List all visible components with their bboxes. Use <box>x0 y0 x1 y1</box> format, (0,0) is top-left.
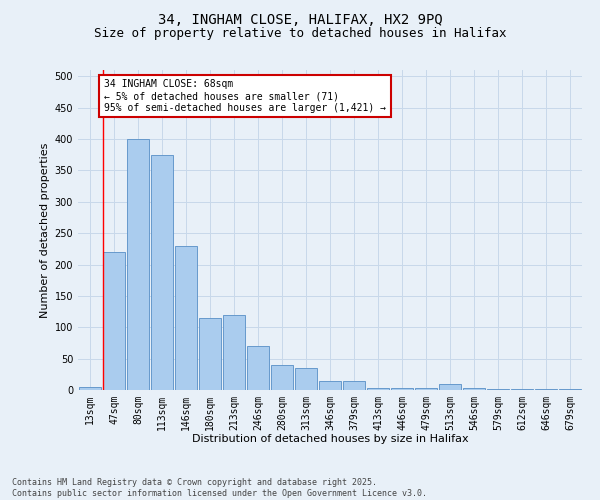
Bar <box>247 346 269 390</box>
X-axis label: Distribution of detached houses by size in Halifax: Distribution of detached houses by size … <box>191 434 469 444</box>
Bar <box>391 388 413 390</box>
Bar <box>199 318 221 390</box>
Bar <box>415 388 437 390</box>
Bar <box>343 380 365 390</box>
Bar <box>223 314 245 390</box>
Bar <box>463 388 485 390</box>
Bar <box>175 246 197 390</box>
Text: Size of property relative to detached houses in Halifax: Size of property relative to detached ho… <box>94 28 506 40</box>
Bar <box>79 387 101 390</box>
Y-axis label: Number of detached properties: Number of detached properties <box>40 142 50 318</box>
Bar <box>127 139 149 390</box>
Text: 34, INGHAM CLOSE, HALIFAX, HX2 9PQ: 34, INGHAM CLOSE, HALIFAX, HX2 9PQ <box>158 12 442 26</box>
Bar <box>439 384 461 390</box>
Bar <box>319 380 341 390</box>
Text: 34 INGHAM CLOSE: 68sqm
← 5% of detached houses are smaller (71)
95% of semi-deta: 34 INGHAM CLOSE: 68sqm ← 5% of detached … <box>104 80 386 112</box>
Text: Contains HM Land Registry data © Crown copyright and database right 2025.
Contai: Contains HM Land Registry data © Crown c… <box>12 478 427 498</box>
Bar <box>271 365 293 390</box>
Bar <box>103 252 125 390</box>
Bar <box>295 368 317 390</box>
Bar <box>151 154 173 390</box>
Bar <box>367 388 389 390</box>
